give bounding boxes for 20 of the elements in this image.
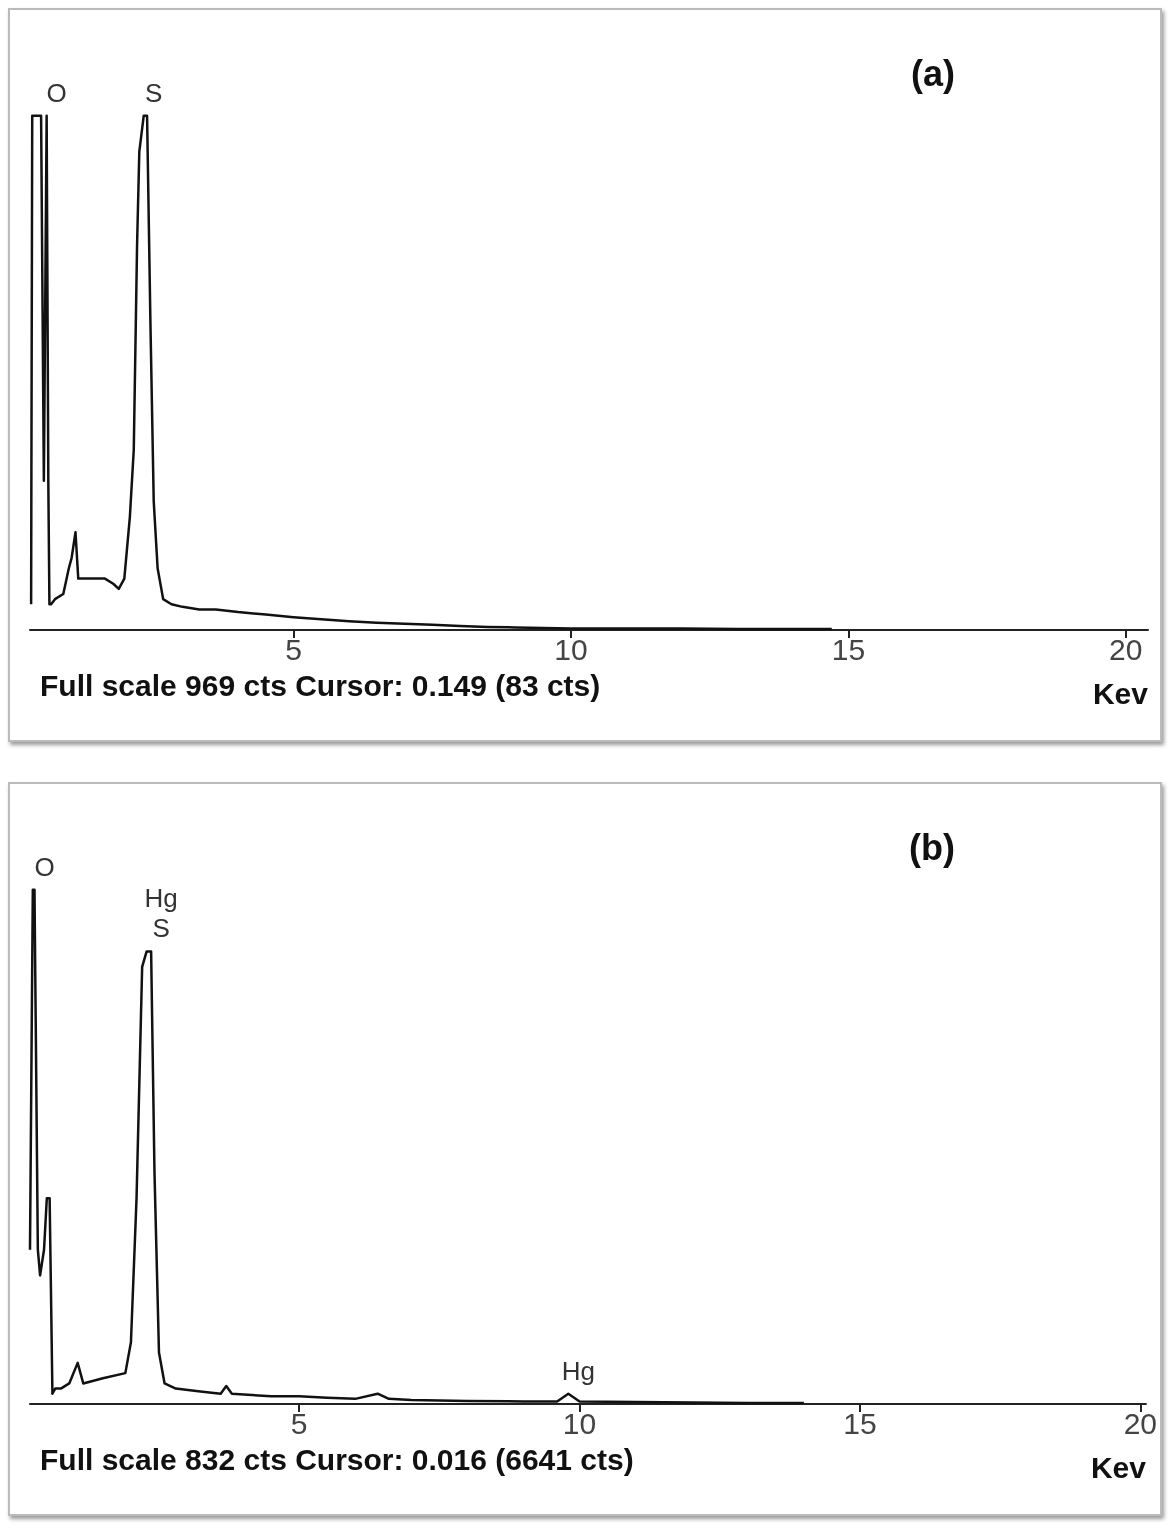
x-axis-title: Kev (1090, 1450, 1147, 1484)
x-axis-title: Kev (1092, 676, 1149, 710)
x-tick-label: 15 (843, 1406, 877, 1440)
x-tick-label: 10 (554, 632, 588, 666)
x-tick-label: 20 (1109, 632, 1143, 666)
chart-title: (b) (909, 826, 955, 868)
x-tick-label: 15 (831, 632, 866, 666)
annotation: Hg (144, 883, 178, 914)
x-tick-label: 20 (1123, 1406, 1157, 1440)
annotation: O (46, 77, 67, 108)
x-tick-label: 10 (562, 1406, 597, 1440)
annotation: O (34, 851, 55, 882)
x-tick-label: 5 (285, 632, 302, 666)
x-tick-label: 5 (290, 1406, 308, 1440)
text: Full scale 969 cts Cursor: 0.149 (83 cts) (40, 668, 601, 702)
text: Full scale 832 cts Cursor: 0.016 (6641 cts) (40, 1442, 634, 1476)
chart-title: (a) (911, 52, 955, 94)
annotation: S (145, 77, 163, 108)
annotation: S (152, 913, 170, 944)
annotation: Hg (561, 1355, 595, 1386)
